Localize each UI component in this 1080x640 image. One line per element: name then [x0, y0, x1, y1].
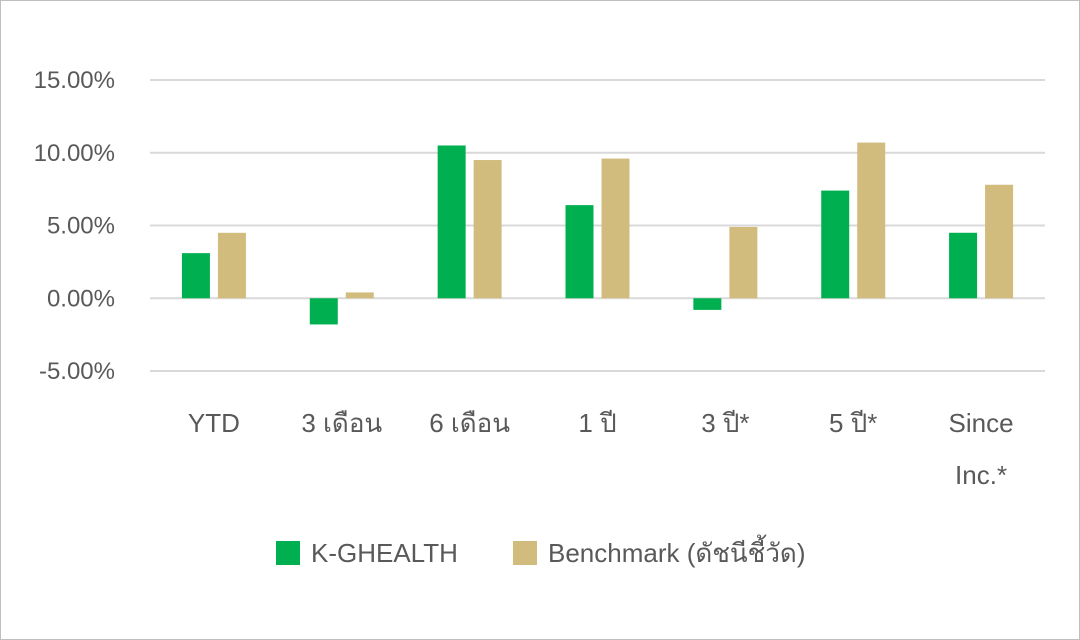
y-tick-label: 0.00% [47, 285, 115, 312]
bar-benchmark [473, 160, 502, 299]
bar-k-ghealth [821, 190, 850, 299]
x-category-label-line: 6 เดือน [429, 408, 510, 438]
legend: K-GHEALTH Benchmark (ดัชนีชี้วัด) [276, 534, 805, 568]
bar-k-ghealth [565, 205, 594, 299]
y-tick-label: -5.00% [39, 358, 115, 385]
x-category-label: 5 ปี* [829, 408, 877, 438]
bar-k-ghealth [181, 253, 210, 299]
legend-swatch [513, 541, 537, 565]
x-category-label-line: Inc.* [955, 460, 1007, 490]
y-axis-tick-labels: 15.00% 10.00% 5.00% 0.00% -5.00% [34, 67, 115, 385]
x-category-label: 6 เดือน [429, 408, 510, 438]
bar-k-ghealth [309, 298, 338, 325]
gridlines [150, 79, 1045, 372]
y-tick-label: 10.00% [34, 140, 115, 167]
x-category-label-line: 3 เดือน [301, 408, 382, 438]
bar-k-ghealth [949, 232, 978, 299]
x-category-label-line: Since [949, 408, 1014, 438]
legend-swatch [276, 541, 300, 565]
bar-benchmark [345, 292, 374, 299]
legend-label: Benchmark (ดัชนีชี้วัด) [548, 534, 805, 568]
x-category-label-line: YTD [188, 408, 240, 438]
x-axis-category-labels: YTD 3 เดือน 6 เดือน 1 ปี 3 ปี* 5 ปี* Since Inc.… [188, 408, 1014, 490]
bar-benchmark [217, 232, 246, 299]
bars [181, 142, 1014, 325]
x-category-label: 3 เดือน [301, 408, 382, 438]
x-category-label: YTD [188, 408, 240, 438]
bar-benchmark [985, 184, 1014, 299]
x-category-label: 1 ปี [578, 408, 616, 438]
bar-k-ghealth [437, 145, 466, 299]
y-tick-label: 5.00% [47, 213, 115, 240]
bar-benchmark [857, 142, 886, 299]
x-category-label: 3 ปี* [701, 408, 749, 438]
legend-label: K-GHEALTH [311, 538, 458, 568]
bar-benchmark [729, 226, 758, 299]
x-category-label-line: 5 ปี* [829, 408, 877, 438]
x-category-label-line: 3 ปี* [701, 408, 749, 438]
x-category-label: Since Inc.* [949, 408, 1014, 490]
y-tick-label: 15.00% [34, 67, 115, 94]
bar-benchmark [601, 158, 630, 299]
bar-k-ghealth [693, 298, 722, 310]
x-category-label-line: 1 ปี [578, 408, 616, 438]
